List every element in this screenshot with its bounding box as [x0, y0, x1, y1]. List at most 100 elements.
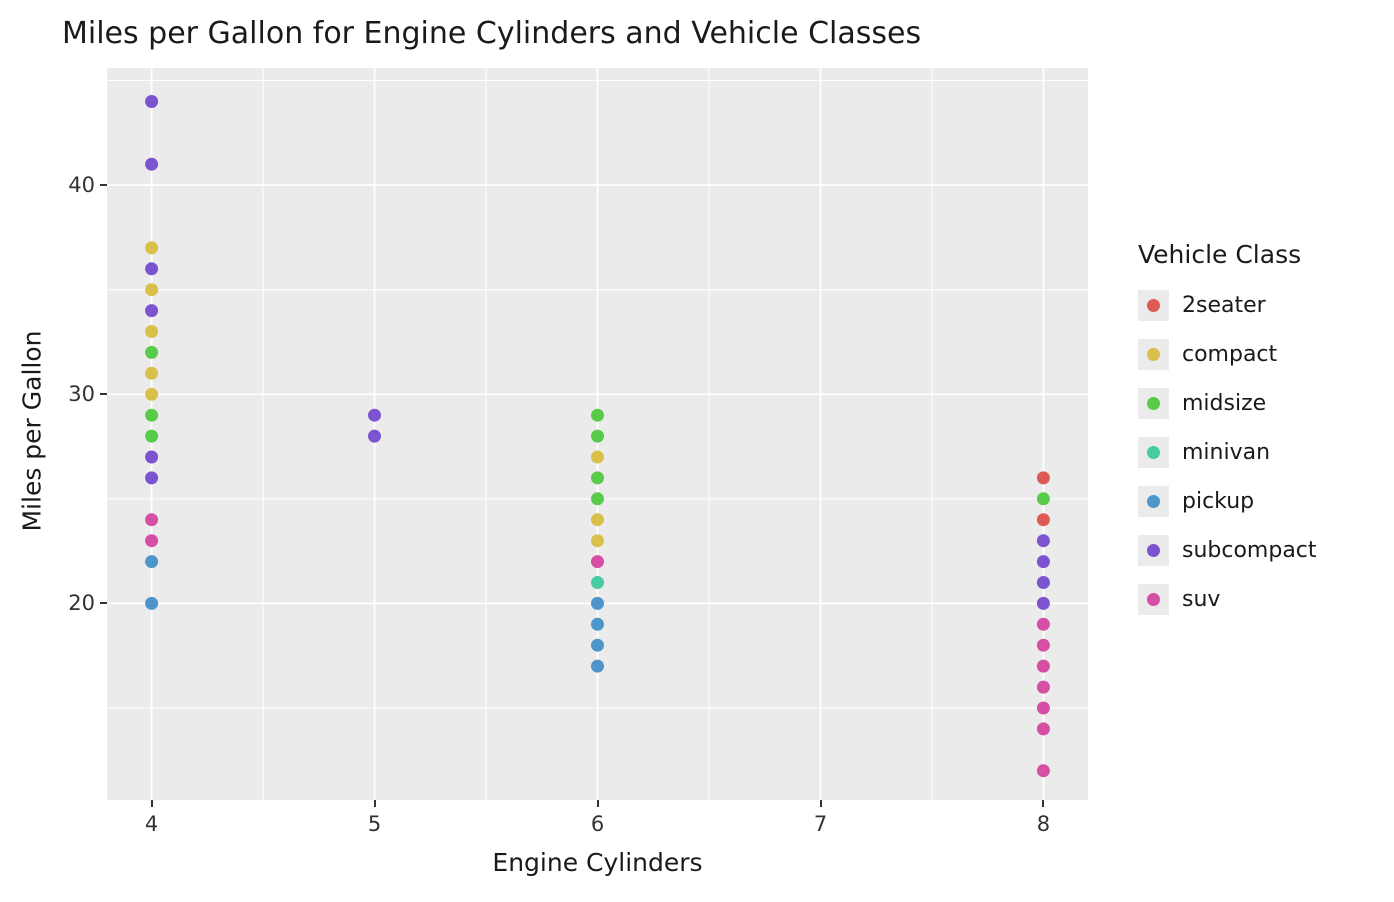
data-point-compact — [591, 450, 604, 464]
legend-item-minivan: minivan — [1138, 428, 1317, 477]
legend-item-suv: suv — [1138, 575, 1317, 624]
data-point-suv — [145, 513, 159, 527]
data-point-subcompact — [1036, 596, 1050, 610]
legend-key-swatch — [1138, 437, 1169, 468]
data-point-subcompact — [145, 157, 159, 171]
legend-items: 2seater compact midsize minivan pickup subcom… — [1138, 281, 1317, 624]
data-point-pickup — [145, 555, 159, 569]
x-tick-label: 7 — [813, 812, 828, 836]
y-tick-mark — [100, 602, 107, 605]
data-point-midsize — [591, 429, 604, 443]
data-point-2seater — [1036, 513, 1050, 527]
data-point-subcompact — [145, 450, 159, 464]
legend-item-label: minivan — [1182, 440, 1271, 465]
x-tick-label: 8 — [1036, 812, 1051, 836]
legend-key-swatch — [1138, 339, 1169, 370]
legend-title: Vehicle Class — [1138, 240, 1302, 269]
x-tick-label: 5 — [367, 812, 382, 836]
data-point-pickup — [591, 659, 604, 673]
legend-key-swatch — [1138, 290, 1169, 321]
data-point-subcompact — [145, 262, 159, 276]
legend-key-swatch — [1138, 584, 1169, 615]
data-point-2seater — [1036, 471, 1050, 485]
x-tick-mark — [1042, 800, 1045, 807]
data-point-suv — [1036, 701, 1050, 715]
y-tick-label: 20 — [68, 591, 95, 616]
legend-key-swatch — [1138, 535, 1169, 566]
data-point-midsize — [145, 345, 159, 359]
data-point-midsize — [145, 429, 159, 443]
y-tick-label: 30 — [68, 382, 95, 407]
data-point-compact — [145, 325, 159, 338]
legend-item-label: midsize — [1182, 391, 1267, 416]
x-tick-mark — [819, 800, 822, 807]
legend: Vehicle Class 2seater compact midsize miniv… — [1138, 240, 1317, 624]
data-point-subcompact — [1036, 576, 1050, 589]
data-point-compact — [591, 513, 604, 527]
data-point-suv — [591, 555, 604, 569]
x-tick-label: 6 — [590, 812, 605, 836]
legend-item-label: pickup — [1182, 489, 1255, 514]
x-tick-mark — [150, 800, 153, 807]
data-point-suv — [1036, 617, 1050, 631]
legend-item-2seater: 2seater — [1138, 281, 1317, 330]
y-tick-label: 40 — [68, 173, 95, 198]
data-point-compact — [145, 241, 159, 255]
legend-dot-icon — [1147, 495, 1160, 508]
data-point-subcompact — [145, 304, 159, 318]
legend-item-subcompact: subcompact — [1138, 526, 1317, 575]
data-point-subcompact — [368, 408, 381, 422]
y-tick-mark — [100, 393, 107, 396]
data-point-pickup — [591, 617, 604, 631]
x-tick-mark — [373, 800, 376, 807]
y-tick-mark — [100, 184, 107, 187]
data-point-minivan — [591, 576, 604, 589]
data-point-subcompact — [368, 429, 381, 443]
legend-item-midsize: midsize — [1138, 379, 1317, 428]
plot-panel — [107, 68, 1088, 800]
data-point-suv — [1036, 659, 1050, 673]
data-point-midsize — [591, 492, 604, 506]
x-tick-mark — [596, 800, 599, 807]
legend-item-label: suv — [1182, 587, 1221, 612]
data-point-pickup — [591, 638, 604, 652]
data-point-compact — [145, 387, 159, 401]
legend-dot-icon — [1147, 544, 1160, 557]
legend-key-swatch — [1138, 388, 1169, 419]
data-point-suv — [1036, 680, 1050, 694]
legend-dot-icon — [1147, 348, 1160, 361]
data-point-subcompact — [145, 471, 159, 485]
chart-title: Miles per Gallon for Engine Cylinders an… — [62, 16, 922, 51]
data-point-subcompact — [1036, 534, 1050, 548]
data-point-suv — [1036, 638, 1050, 652]
data-point-pickup — [591, 596, 604, 610]
data-point-midsize — [1036, 492, 1050, 506]
legend-item-compact: compact — [1138, 330, 1317, 379]
legend-key-swatch — [1138, 486, 1169, 517]
legend-item-label: 2seater — [1182, 293, 1266, 318]
data-point-subcompact — [145, 95, 159, 108]
data-point-midsize — [145, 408, 159, 422]
data-point-suv — [1036, 722, 1050, 736]
data-point-suv — [1036, 764, 1050, 778]
legend-dot-icon — [1147, 593, 1160, 606]
data-point-pickup — [145, 596, 159, 610]
data-point-suv — [145, 534, 159, 548]
legend-dot-icon — [1147, 299, 1160, 312]
y-axis-title: Miles per Gallon — [17, 330, 47, 532]
data-point-compact — [145, 283, 159, 297]
data-point-compact — [145, 366, 159, 380]
legend-item-label: subcompact — [1182, 538, 1317, 563]
x-tick-label: 4 — [144, 812, 159, 836]
legend-dot-icon — [1147, 446, 1160, 459]
legend-dot-icon — [1147, 397, 1160, 410]
x-axis-title: Engine Cylinders — [492, 848, 703, 877]
legend-item-pickup: pickup — [1138, 477, 1317, 526]
data-point-compact — [591, 534, 604, 548]
data-point-subcompact — [1036, 555, 1050, 569]
plot-canvas — [107, 68, 1088, 800]
data-point-midsize — [591, 408, 604, 422]
data-point-midsize — [591, 471, 604, 485]
legend-item-label: compact — [1182, 342, 1278, 367]
